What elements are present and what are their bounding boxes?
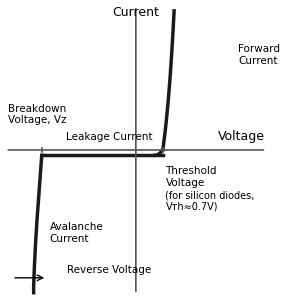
Text: Leakage Current: Leakage Current [66, 132, 152, 142]
Text: Threshold
Voltage: Threshold Voltage [165, 166, 217, 188]
Text: Forward
Current: Forward Current [238, 44, 280, 66]
Text: Avalanche
Current: Avalanche Current [50, 222, 104, 244]
Text: (for silicon diodes,
Vᴛh≈0.7V): (for silicon diodes, Vᴛh≈0.7V) [165, 190, 255, 212]
Text: Breakdown
Voltage, Vz: Breakdown Voltage, Vz [8, 103, 67, 125]
Text: Current: Current [113, 6, 159, 19]
Text: Voltage: Voltage [218, 130, 265, 142]
Text: Reverse Voltage: Reverse Voltage [67, 266, 151, 275]
